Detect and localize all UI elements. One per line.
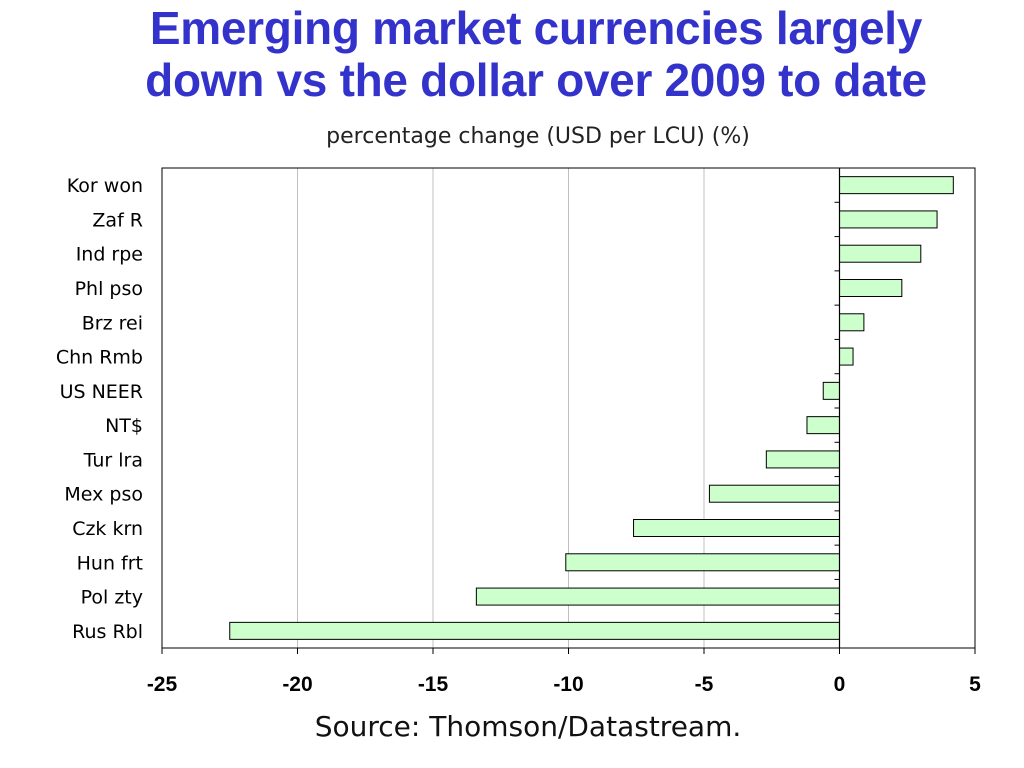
bar xyxy=(806,416,840,435)
category-label: Czk krn xyxy=(72,518,143,540)
bar xyxy=(839,313,865,332)
category-label: Tur lra xyxy=(83,449,143,471)
category-label: Kor won xyxy=(67,175,143,197)
chart-title-line-2: down vs the dollar over 2009 to date xyxy=(145,54,927,106)
bar xyxy=(839,347,854,366)
bar xyxy=(839,244,922,263)
bar xyxy=(765,450,841,469)
x-tick-label: -10 xyxy=(553,673,583,696)
bar xyxy=(839,279,903,297)
chart-title: Emerging market currencies largely down … xyxy=(0,2,1024,106)
x-tick-label: 0 xyxy=(834,673,846,696)
chart-subtitle: percentage change (USD per LCU) (%) xyxy=(326,124,750,149)
bar xyxy=(565,553,840,572)
bar xyxy=(229,621,840,640)
x-tick-label: 5 xyxy=(969,673,981,696)
category-label: Phl pso xyxy=(75,278,143,300)
category-label: Brz rei xyxy=(82,312,143,334)
bar-chart: -25 -20 -15 -10 -5 0 5 Kor won Zaf R Ind rpe Phl p… xyxy=(56,167,981,696)
category-label: Mex pso xyxy=(64,484,143,506)
category-label: Hun frt xyxy=(77,552,143,574)
bar xyxy=(839,210,938,229)
x-tick-label: -20 xyxy=(282,673,312,696)
category-label: Ind rpe xyxy=(76,244,143,266)
bar xyxy=(475,587,840,606)
source-note: Source: Thomson/Datastream. xyxy=(314,710,742,743)
category-label: US NEER xyxy=(60,381,143,403)
category-label: Pol zty xyxy=(81,587,143,609)
bar xyxy=(633,519,840,537)
bar xyxy=(822,381,840,400)
x-tick-label: -25 xyxy=(147,673,178,696)
bar xyxy=(839,176,954,195)
x-tick-label: -15 xyxy=(418,673,449,696)
category-label: NT$ xyxy=(105,415,143,437)
category-label: Zaf R xyxy=(92,209,143,231)
category-label: Chn Rmb xyxy=(56,347,143,369)
x-tick-label: -5 xyxy=(695,673,714,696)
chart-title-line-1: Emerging market currencies largely xyxy=(149,2,923,54)
category-label: Rus Rbl xyxy=(72,621,143,643)
bar xyxy=(708,484,840,503)
